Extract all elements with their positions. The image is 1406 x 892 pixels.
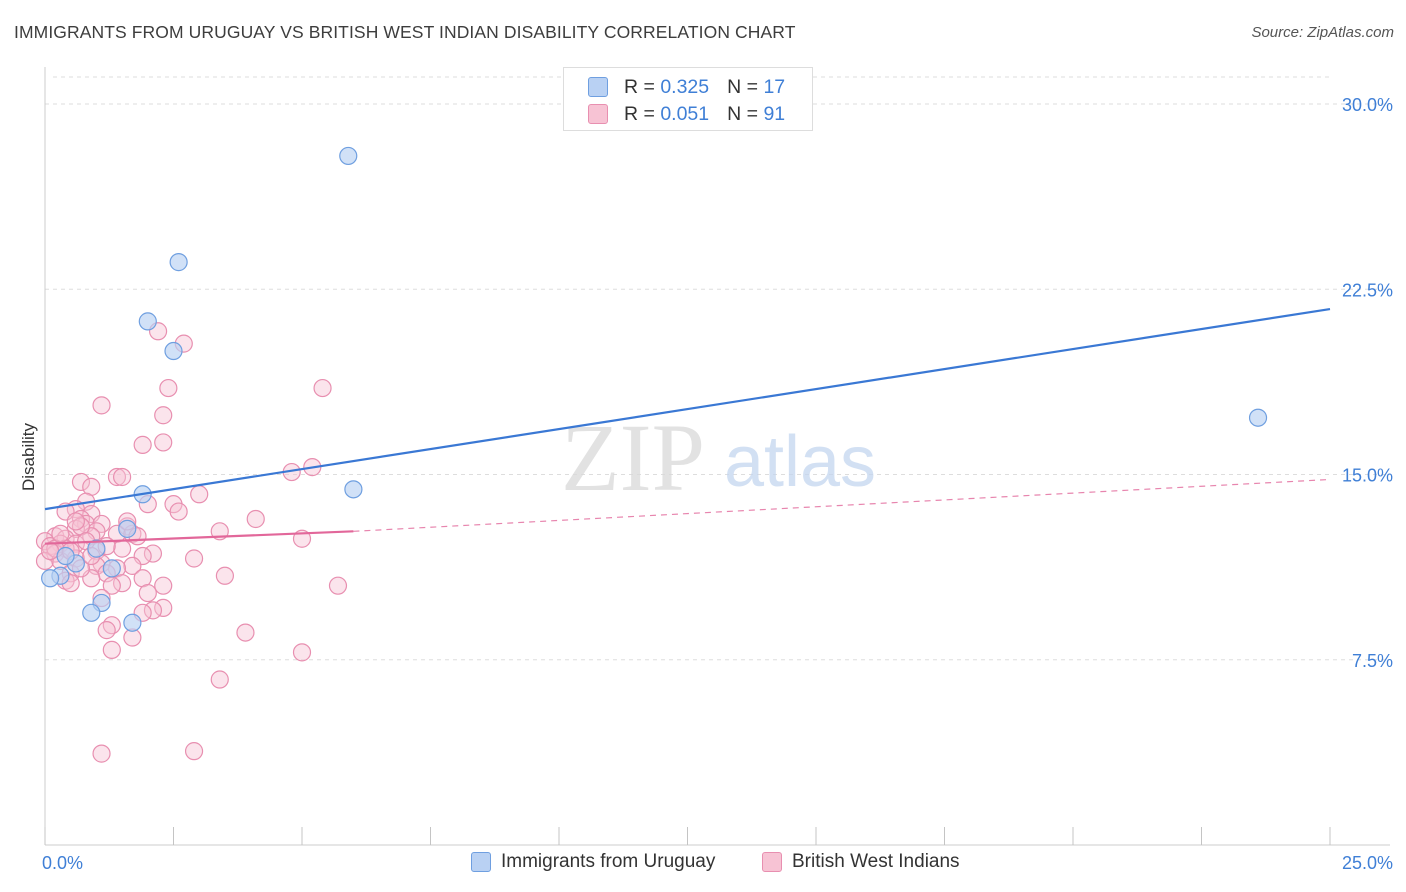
r-label: R = [624,102,655,125]
n-label: N = [727,75,759,98]
n-label: N = [727,102,759,125]
bottom-legend: Immigrants from Uruguay British West Ind… [0,851,1406,877]
bwi-point [313,378,332,398]
n-value: 91 [763,102,786,125]
uruguay-point [123,613,142,632]
bwi-trend-extension [353,478,1331,532]
bwi-point [92,396,111,415]
uruguay-trend-line [44,307,1331,511]
tick-labels: 7.5% 15.0% 22.5% 30.0% 0.0% 25.0% [42,95,1393,873]
uruguay-point [344,480,363,499]
bwi-point [292,643,312,662]
bwi-point [215,566,234,585]
uruguay-point [138,312,157,331]
r-value: 0.325 [660,75,710,98]
trend-layer [44,307,1331,545]
legend-swatch-blue [588,77,608,97]
uruguay-point [118,519,137,538]
uruguay-point [169,253,188,272]
chart-title: IMMIGRANTS FROM URUGUAY VS BRITISH WEST … [14,22,796,42]
legend-label: British West Indians [792,851,960,872]
uruguay-point [56,546,75,566]
y-tick-label: 30.0% [1342,95,1393,115]
bwi-trend-line [44,530,354,545]
uruguay-point [87,539,106,558]
legend-item-uruguay[interactable]: Immigrants from Uruguay [471,851,715,873]
stats-row-uruguay: R = 0.325 N = 17 [588,74,785,100]
bwi-point [190,485,209,504]
y-axis-label: Disability [19,422,38,491]
r-value: 0.051 [660,102,710,125]
bwi-point [169,502,188,521]
bwi-point [51,524,70,543]
watermark: ZIP atlas [561,404,876,511]
y-tick-label: 7.5% [1352,651,1393,671]
legend-swatch-blue [471,852,491,872]
legend-swatch-pink [588,104,608,124]
bwi-point [102,616,121,635]
stats-legend: R = 0.325 N = 17 R = 0.051 N = 91 [563,67,813,131]
x-tick-label: 25.0% [1342,853,1393,873]
bwi-point [236,623,255,642]
legend-swatch-pink [762,852,782,872]
bwi-point [328,576,348,595]
bwi-point [97,621,116,640]
bwi-point [66,512,85,531]
watermark-atlas: atlas [724,422,876,502]
bwi-point [71,472,91,492]
bwi-point [154,406,173,425]
bwi-point [154,576,173,595]
bwi-point [154,433,173,452]
bwi-point [92,744,111,763]
y-tick-label: 15.0% [1342,466,1393,486]
uruguay-point [102,559,121,578]
bwi-point [246,509,265,529]
grid-layer [45,76,1390,661]
x-tick-label: 0.0% [42,853,83,873]
uruguay-point [1248,408,1268,427]
bwi-point [112,467,132,487]
bwi-point [184,549,204,568]
bwi-point [159,378,178,398]
uruguay-point [82,603,101,622]
watermark-zip: ZIP [561,404,705,511]
bwi-point [133,435,152,454]
r-label: R = [624,75,655,98]
bwi-point [107,467,127,487]
source-label: Source: ZipAtlas.com [1251,24,1394,41]
legend-item-british-west-indians[interactable]: British West Indians [762,851,960,873]
legend-label: Immigrants from Uruguay [501,851,716,872]
bwi-point [138,583,157,603]
uruguay-point [41,569,60,588]
bwi-point [184,742,204,761]
bwi-point [35,532,55,551]
uruguay-point [339,146,358,166]
bwi-point [35,551,55,571]
n-value: 17 [763,75,786,98]
uruguay-point [164,341,183,361]
bwi-point [123,556,142,576]
bwi-point [112,539,132,558]
y-tick-label: 22.5% [1342,280,1393,300]
bwi-point [102,640,121,659]
bwi-point [41,541,60,561]
axis-layer [44,67,1390,846]
bwi-point [210,670,229,689]
stats-row-british-west-indians: R = 0.051 N = 91 [588,101,785,127]
